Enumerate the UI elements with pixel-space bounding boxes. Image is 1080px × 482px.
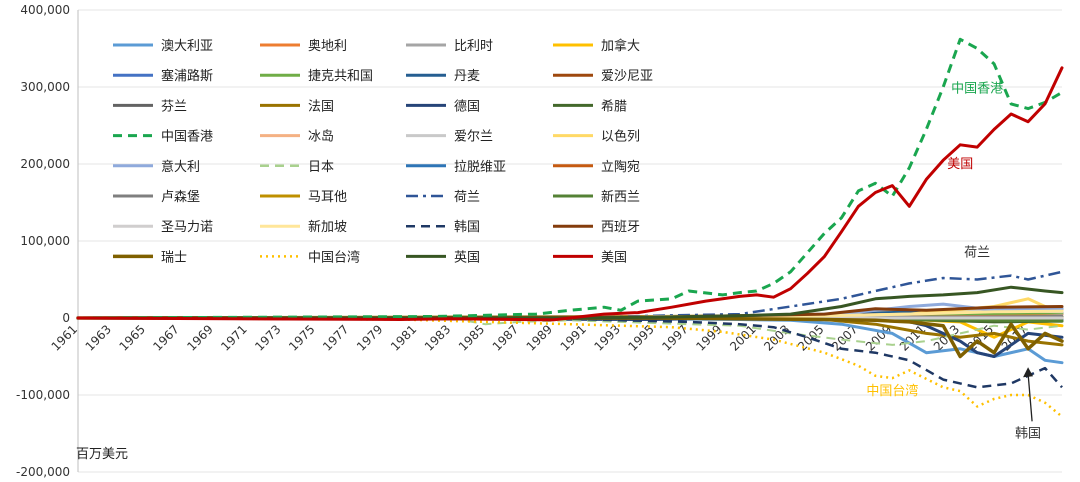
- x-tick-label: 1981: [388, 322, 419, 353]
- x-tick-label: 1989: [524, 322, 555, 353]
- x-tick-label: 1973: [252, 322, 283, 353]
- series-line: [76, 66, 1064, 322]
- x-tick-label: 1963: [83, 322, 114, 353]
- x-tick-label: 1975: [286, 322, 317, 353]
- series-line: [77, 316, 1063, 389]
- x-tick-label: 1987: [490, 322, 521, 353]
- series-line: [76, 285, 1064, 320]
- legend-label: 中国台湾: [308, 249, 360, 265]
- legend-label: 荷兰: [454, 190, 480, 205]
- legend-label: 塞浦路斯: [161, 68, 213, 84]
- x-tick-label: 1967: [150, 322, 181, 353]
- x-tick-label: 1997: [659, 322, 690, 353]
- y-tick-label: -200,000: [16, 465, 70, 479]
- series-line: [77, 316, 1063, 418]
- x-tick-label: 1971: [218, 322, 249, 353]
- annotation-label: 中国台湾: [866, 383, 918, 399]
- legend-label: 爱尔兰: [454, 130, 493, 145]
- legend-label: 西班牙: [601, 220, 640, 235]
- legend-label: 意大利: [161, 159, 200, 175]
- legend-label: 立陶宛: [601, 159, 640, 175]
- x-tick-label: 1983: [422, 322, 453, 353]
- x-tick-label: 2005: [795, 322, 826, 353]
- x-tick-label: 1985: [456, 322, 487, 353]
- legend-label: 美国: [601, 250, 627, 265]
- legend-label: 捷克共和国: [308, 69, 373, 84]
- legend-label: 日本: [308, 160, 334, 175]
- legend-label: 爱沙尼亚: [601, 69, 653, 84]
- legend-label: 法国: [308, 99, 334, 114]
- x-tick-label: 1991: [558, 322, 589, 353]
- legend-label: 以色列: [601, 129, 640, 145]
- legend-label: 卢森堡: [161, 189, 200, 205]
- series-line: [76, 316, 1064, 359]
- legend-label: 芬兰: [161, 99, 187, 114]
- legend-label: 英国: [454, 250, 480, 265]
- annotation-label: 韩国: [1015, 426, 1041, 441]
- y-tick-label: 400,000: [20, 3, 70, 17]
- legend-label: 比利时: [454, 39, 493, 54]
- legend-label: 澳大利亚: [161, 38, 213, 54]
- legend-label: 圣马力诺: [161, 220, 213, 235]
- legend-label: 新加坡: [308, 219, 347, 235]
- y-tick-label: 100,000: [20, 234, 70, 248]
- legend-label: 瑞士: [161, 250, 187, 265]
- x-tick-label: 1979: [354, 322, 385, 353]
- x-tick-label: 1965: [116, 322, 147, 353]
- unit-label: 百万美元: [76, 447, 128, 462]
- y-tick-label: -100,000: [16, 388, 70, 402]
- series-layer: [76, 37, 1064, 418]
- y-tick-label: 200,000: [20, 157, 70, 171]
- annotation-label: 荷兰: [964, 245, 990, 260]
- grid-layer: [78, 9, 1062, 473]
- legend-label: 德国: [454, 99, 480, 114]
- annotation-label: 美国: [947, 157, 973, 172]
- annotation-arrow: [1027, 373, 1033, 422]
- legend-label: 希腊: [601, 99, 627, 114]
- y-tick-label: 0: [62, 311, 70, 325]
- x-tick-label: 1977: [320, 322, 351, 353]
- legend-label: 新西兰: [601, 189, 640, 205]
- legend-label: 丹麦: [454, 69, 480, 84]
- series-line: [78, 317, 1063, 346]
- x-tick-label: 1999: [693, 322, 724, 353]
- x-tick-label: 1993: [592, 322, 623, 353]
- legend-label: 加拿大: [601, 38, 640, 54]
- legend-label: 马耳他: [308, 190, 347, 205]
- legend-label: 奥地利: [308, 39, 347, 54]
- annotation-arrowhead: [1023, 367, 1034, 378]
- legend-label: 韩国: [454, 220, 480, 235]
- x-tick-label: 1969: [184, 322, 215, 353]
- legend-label: 冰岛: [308, 129, 334, 145]
- x-tick-label: 1961: [49, 322, 80, 353]
- legend-label: 中国香港: [161, 130, 213, 145]
- legend-label: 拉脱维亚: [454, 160, 506, 175]
- annotation-label: 中国香港: [951, 81, 1003, 96]
- y-tick-label: 300,000: [20, 80, 70, 94]
- series-line: [77, 37, 1063, 320]
